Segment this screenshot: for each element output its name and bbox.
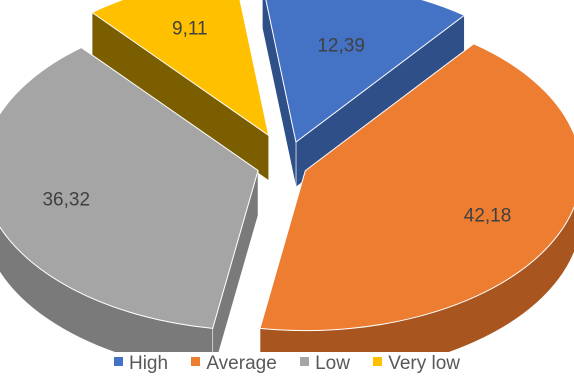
legend-item-average: Average [191,353,277,375]
legend-label-very-low: Very low [388,353,461,374]
slice-tops [0,0,574,332]
legend-swatch-average [191,357,201,367]
legend-swatch-very-low [373,357,383,367]
legend-swatch-high [113,357,123,367]
legend-label-high: High [128,353,169,374]
data-labels: 12,39 42,18 36,32 9,11 [42,19,511,227]
slice-very-low [91,0,270,137]
slice-low [0,46,259,329]
slice-high [265,0,466,143]
legend-label-low: Low [315,353,350,374]
data-label-average: 42,18 [464,206,512,227]
data-label-low: 36,32 [42,190,90,211]
legend: High Average Low Very low [0,353,574,375]
legend-label-average: Average [206,353,277,374]
legend-item-high: High [113,353,169,375]
legend-item-very-low: Very low [373,353,460,375]
legend-swatch-low [300,357,310,367]
pie-chart: 12,39 42,18 36,32 9,11 [0,0,574,352]
data-label-high: 12,39 [317,35,365,56]
slice-average [259,43,574,332]
data-label-very-low: 9,11 [172,19,208,40]
legend-item-low: Low [300,353,350,375]
